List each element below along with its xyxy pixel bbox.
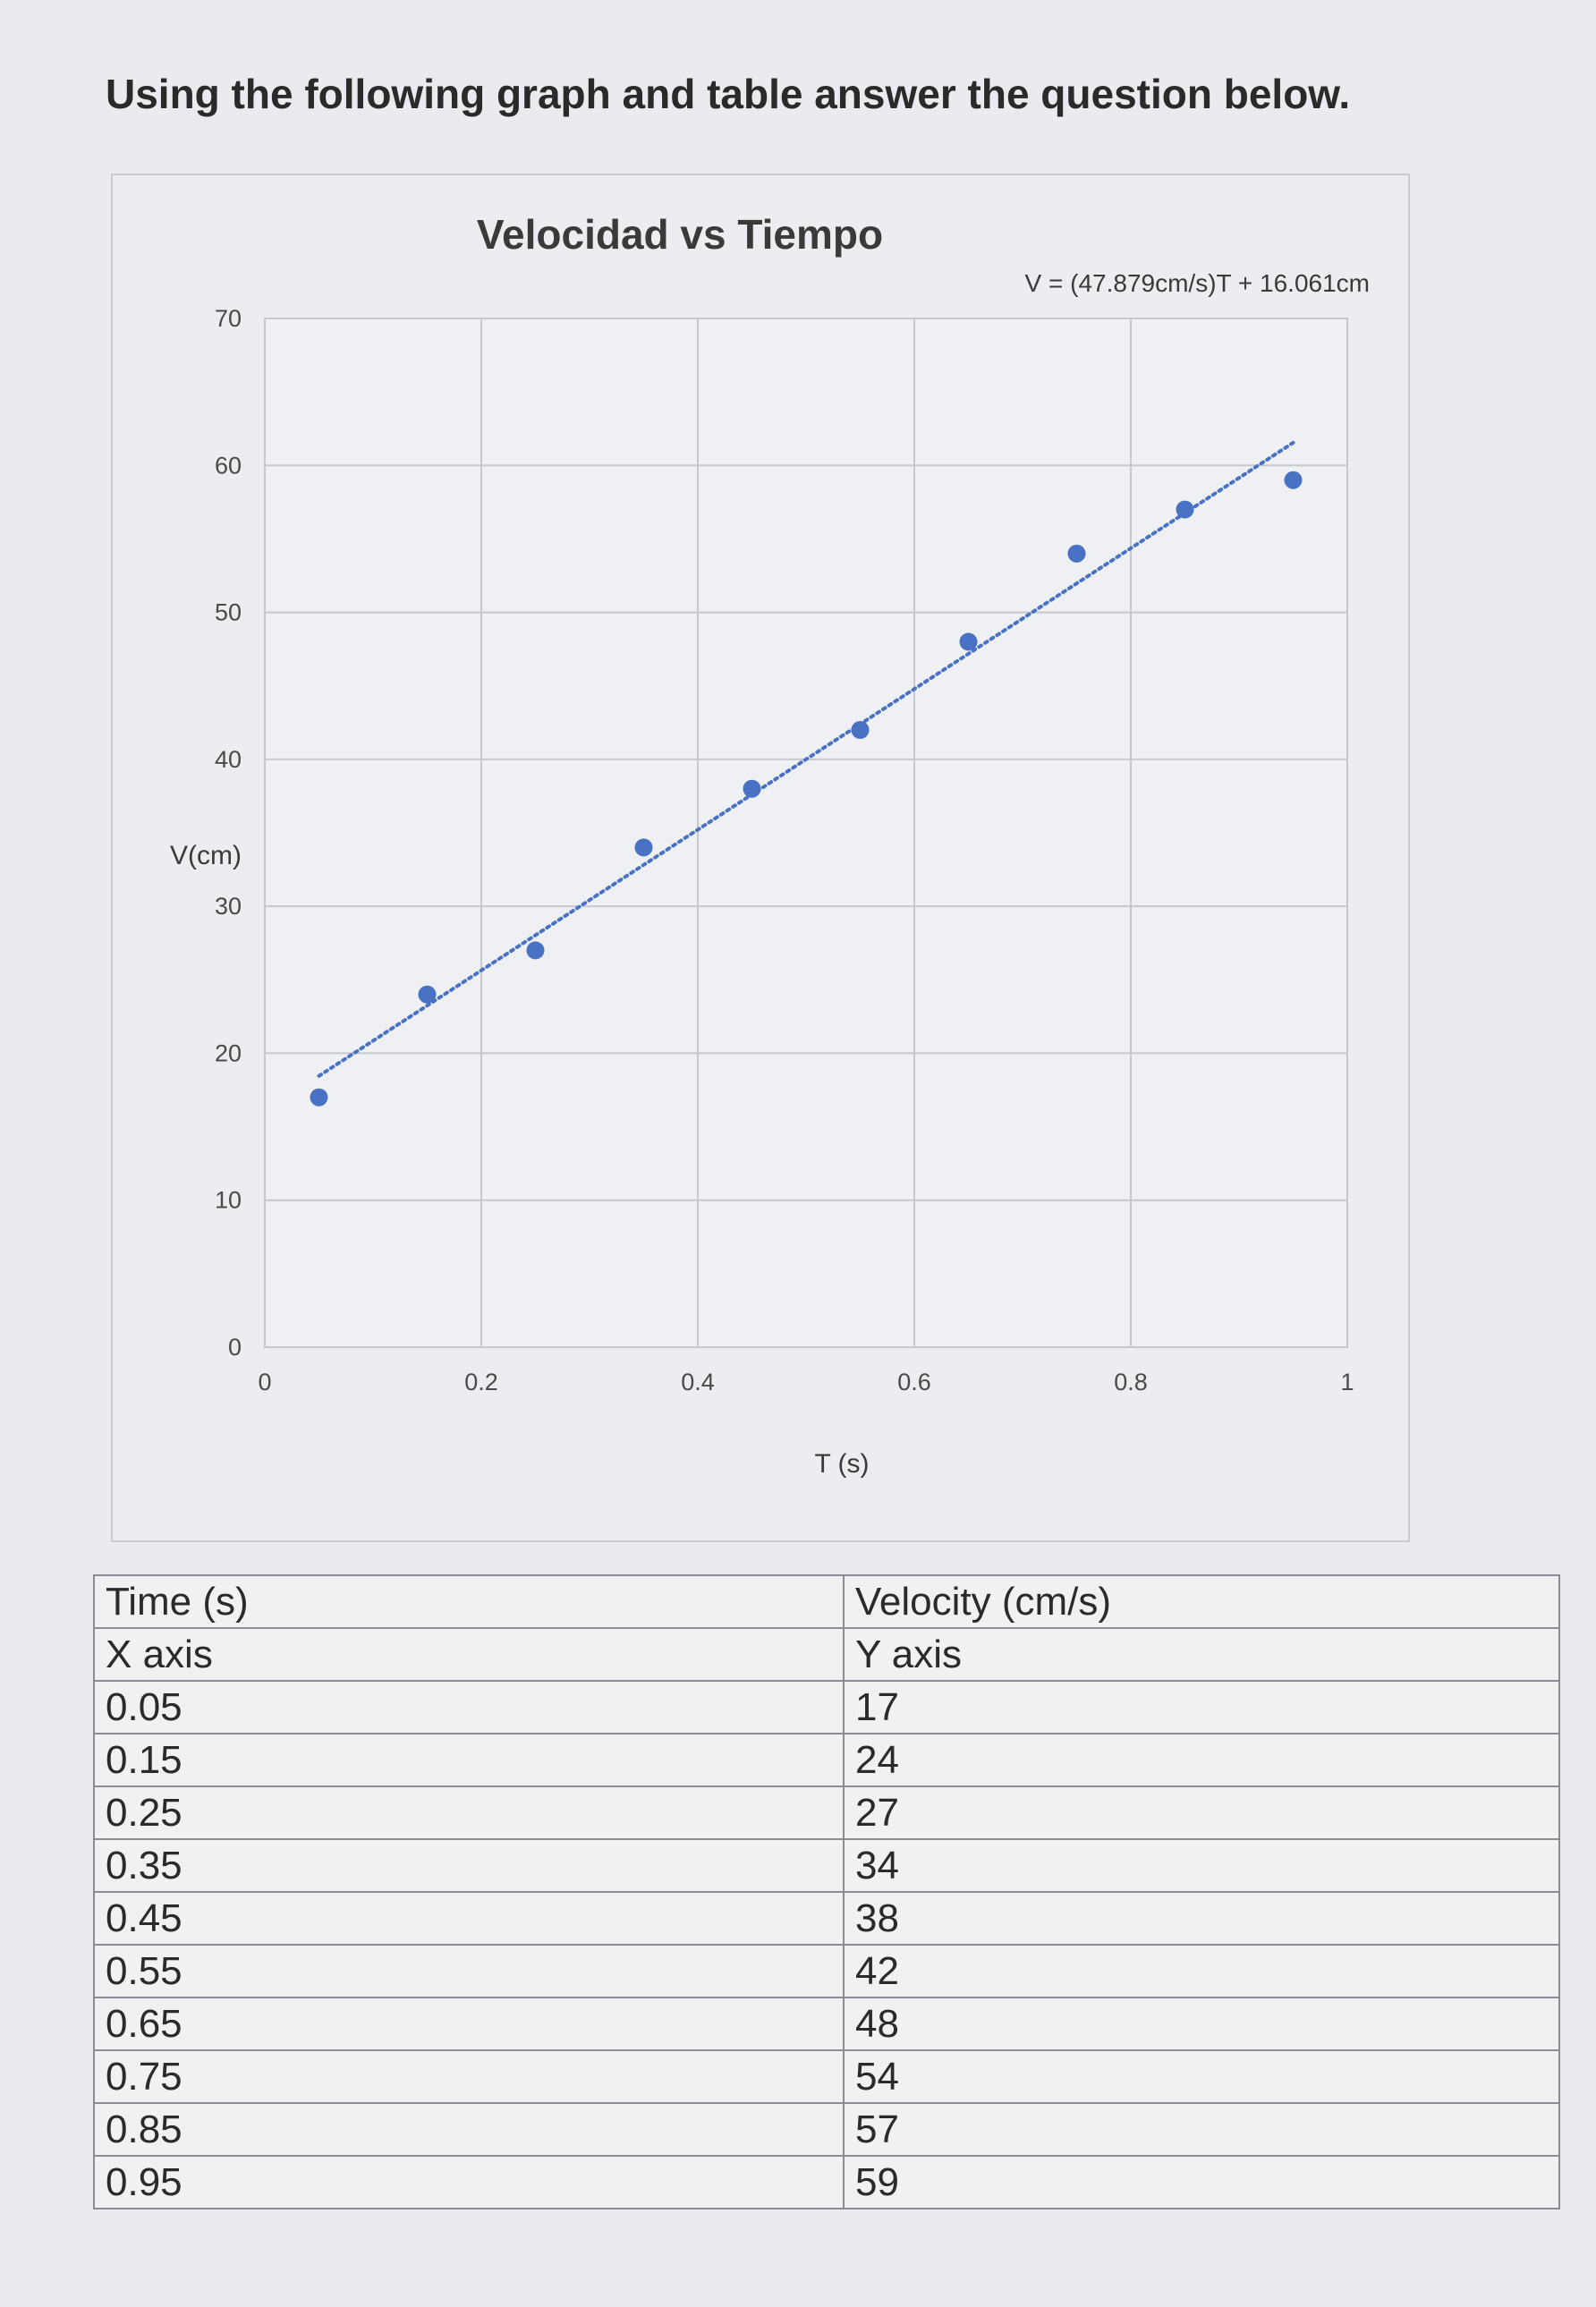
data-point: [634, 838, 653, 857]
y-tick-label: 30: [215, 893, 242, 920]
y-tick-label: 10: [215, 1187, 242, 1214]
x-tick-label: 1: [1340, 1369, 1354, 1395]
y-axis-label: V(cm): [170, 841, 242, 870]
chart-gridlines: [264, 318, 1348, 1348]
x-tick-label: 0.8: [1114, 1369, 1148, 1395]
chart-title: Velocidad vs Tiempo: [477, 211, 883, 258]
time-cell: 0.45: [93, 1891, 845, 1946]
velocity-time-chart: 0 10 20 30 40 50 60 70 0 0.2 0.4 0.6 0.8 1 Velocidad…: [170, 211, 1370, 1479]
time-cell: 0.85: [93, 2102, 845, 2157]
velocity-header: Velocity (cm/s): [843, 1574, 1560, 1629]
y-tick-label: 60: [215, 452, 242, 479]
chart-points: [310, 471, 1303, 1107]
x-tick-label: 0: [258, 1369, 271, 1395]
velocity-cell: 42: [843, 1944, 1560, 1998]
velocity-cell: 59: [843, 2155, 1560, 2209]
plot-area: [264, 318, 1348, 1348]
table-row: 0.65 48: [93, 1997, 1560, 2051]
table-row: 0.45 38: [93, 1891, 1560, 1946]
y-tick-labels: 0 10 20 30 40 50 60 70: [215, 305, 242, 1361]
velocity-cell: 17: [843, 1680, 1560, 1734]
velocity-cell: 54: [843, 2049, 1560, 2104]
time-cell: 0.15: [93, 1733, 845, 1787]
time-header: Time (s): [93, 1574, 845, 1629]
table-row: 0.85 57: [93, 2102, 1560, 2157]
x-tick-label: 0.4: [681, 1369, 715, 1395]
time-cell: 0.35: [93, 1838, 845, 1893]
data-table: Time (s) Velocity (cm/s) X axis Y axis 0…: [93, 1574, 1560, 2209]
data-point: [851, 721, 870, 739]
time-cell: 0.75: [93, 2049, 845, 2104]
x-tick-labels: 0 0.2 0.4 0.6 0.8 1: [258, 1369, 1354, 1395]
data-point: [743, 779, 761, 798]
time-cell: 0.55: [93, 1944, 845, 1998]
table-row: 0.15 24: [93, 1733, 1560, 1787]
x-axis-label: T (s): [814, 1449, 869, 1479]
table-row: 0.35 34: [93, 1838, 1560, 1893]
table-row: 0.75 54: [93, 2049, 1560, 2104]
question-prompt: Using the following graph and table answ…: [106, 71, 1351, 117]
table-row: 0.05 17: [93, 1680, 1560, 1734]
table-header-row: Time (s) Velocity (cm/s): [93, 1574, 1560, 1629]
x-tick-label: 0.2: [464, 1369, 498, 1395]
table-row: 0.95 59: [93, 2155, 1560, 2209]
data-point: [310, 1088, 328, 1107]
time-cell: 0.95: [93, 2155, 845, 2209]
y-tick-label: 20: [215, 1039, 242, 1066]
x-tick-label: 0.6: [897, 1369, 931, 1395]
chart-trendline-group: [317, 440, 1295, 1078]
y-tick-label: 50: [215, 599, 242, 626]
velocity-cell: 48: [843, 1997, 1560, 2051]
y-tick-label: 70: [215, 305, 242, 332]
y-tick-label: 0: [228, 1334, 242, 1361]
data-point: [526, 941, 545, 960]
table-row: 0.25 27: [93, 1785, 1560, 1840]
data-point: [1284, 471, 1303, 489]
velocity-cell: 34: [843, 1838, 1560, 1893]
table-subheader-row: X axis Y axis: [93, 1627, 1560, 1682]
data-point: [418, 985, 437, 1004]
velocity-cell: 38: [843, 1891, 1560, 1946]
data-point: [959, 632, 978, 651]
time-cell: 0.05: [93, 1680, 845, 1734]
velocity-cell: 24: [843, 1733, 1560, 1787]
data-point: [1067, 544, 1086, 563]
time-cell: 0.65: [93, 1997, 845, 2051]
trendline: [317, 440, 1295, 1078]
velocity-cell: 57: [843, 2102, 1560, 2157]
trendline-equation: V = (47.879cm/s)T + 16.061cm: [1025, 269, 1370, 297]
data-point: [1176, 500, 1194, 519]
y-axis-subheader: Y axis: [843, 1627, 1560, 1682]
y-tick-label: 40: [215, 746, 242, 773]
chart-frame: 0 10 20 30 40 50 60 70 0 0.2 0.4 0.6 0.8 1 Velocidad…: [111, 174, 1410, 1542]
velocity-cell: 27: [843, 1785, 1560, 1840]
time-cell: 0.25: [93, 1785, 845, 1840]
x-axis-subheader: X axis: [93, 1627, 845, 1682]
table-row: 0.55 42: [93, 1944, 1560, 1998]
